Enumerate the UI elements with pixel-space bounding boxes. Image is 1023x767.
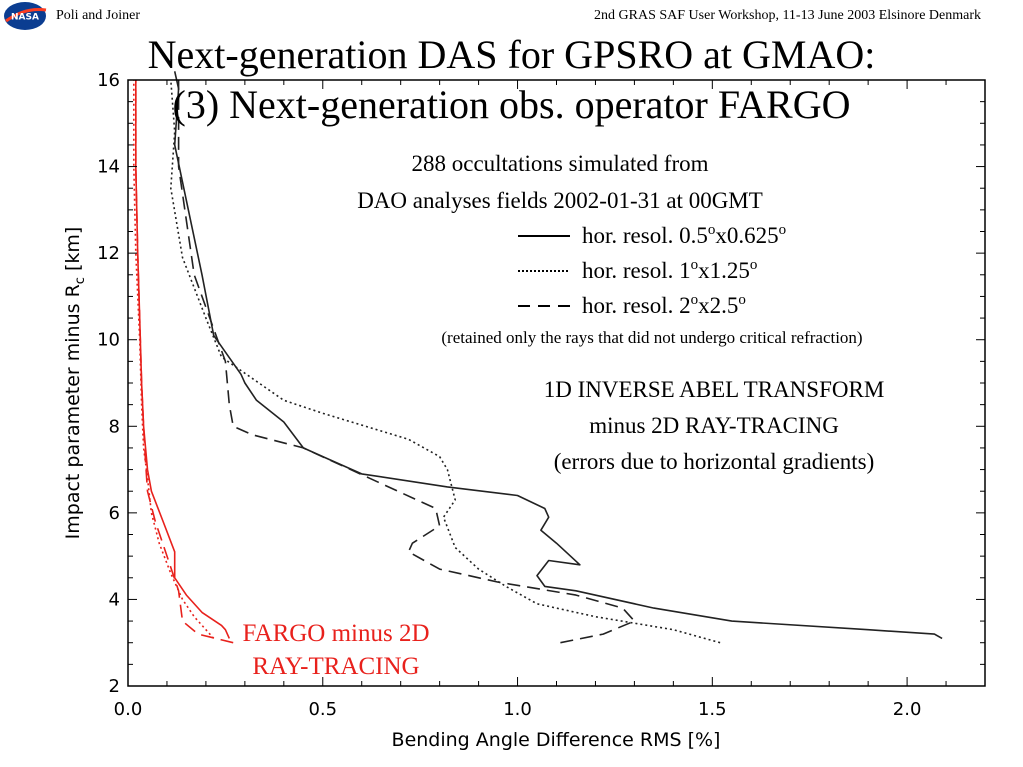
slide-title-line1: Next-generation DAS for GPSRO at GMAO: [147, 32, 876, 77]
y-tick-label: 10 [97, 330, 120, 351]
x-tick-label: 1.0 [503, 699, 532, 720]
legend-label-dashed: hor. resol. 2ox2.5o [582, 292, 746, 318]
annotation-abel-line1: 1D INVERSE ABEL TRANSFORM [544, 377, 885, 402]
header-authors: Poli and Joiner [56, 8, 140, 23]
x-tick-label: 2.0 [893, 699, 922, 720]
annotation-abel-line2: minus 2D RAY-TRACING [589, 413, 839, 438]
legend-label-solid: hor. resol. 0.5ox0.625o [582, 222, 786, 248]
x-tick-label: 1.5 [698, 699, 727, 720]
slide-header: NASA Poli and Joiner 2nd GRAS SAF User W… [0, 0, 1023, 32]
series-line-abel-solid [173, 71, 943, 640]
annotation-fargo-line2: RAY-TRACING [252, 653, 419, 680]
y-tick-label: 2 [109, 676, 120, 697]
annotation-occultations: 288 occultations simulated from [411, 151, 708, 176]
x-tick-label: 0.5 [308, 699, 337, 720]
series-line-abel-dotted [170, 79, 721, 644]
nasa-logo-icon: NASA [4, 2, 47, 30]
series-line-fargo-dashed [135, 80, 234, 644]
x-tick-label: 0.0 [114, 699, 143, 720]
annotation-abel-line3: (errors due to horizontal gradients) [554, 449, 875, 474]
nasa-logo-text: NASA [11, 13, 39, 23]
y-tick-label: 4 [109, 589, 120, 610]
y-tick-label: 14 [97, 157, 120, 178]
legend: hor. resol. 0.5ox0.625o hor. resol. 1ox1.… [518, 222, 786, 318]
annotation-dao-fields: DAO analyses fields 2002-01-31 at 00GMT [357, 188, 763, 213]
ticks-layer: 0.0 0.5 1.0 1.5 2.0 2 4 6 8 10 12 14 16 [97, 70, 985, 720]
y-tick-label: 8 [109, 416, 120, 437]
header-workshop: 2nd GRAS SAF User Workshop, 11-13 June 2… [594, 8, 981, 23]
x-axis-label: Bending Angle Difference RMS [%] [392, 729, 721, 751]
y-axis-label: Impact parameter minus Rc [km] [62, 227, 88, 540]
y-axis-label-subscript: c [73, 277, 88, 284]
series-line-abel-dashed [177, 80, 636, 644]
series-line-fargo-dotted [133, 80, 215, 639]
annotation-critical-refraction: (retained only the rays that did not und… [441, 328, 862, 347]
y-tick-label: 12 [97, 243, 120, 264]
slide-title-line2: (3) Next-generation obs. operator FARGO [172, 82, 851, 127]
y-tick-label: 16 [97, 70, 120, 91]
y-tick-label: 6 [109, 503, 120, 524]
annotation-fargo-line1: FARGO minus 2D [242, 620, 429, 647]
legend-label-dotted: hor. resol. 1ox1.25o [582, 257, 757, 283]
series-line-fargo-solid [135, 80, 231, 639]
series-layer [133, 71, 943, 644]
